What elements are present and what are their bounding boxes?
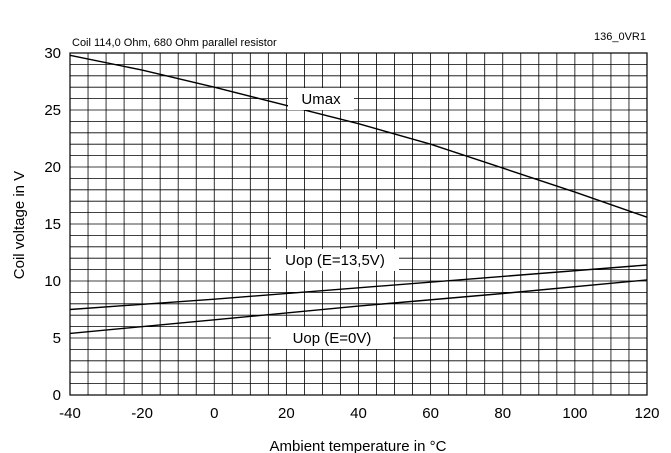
- chart-series: [69, 54, 648, 335]
- x-tick-label: 100: [562, 405, 587, 422]
- curve-label-box: [271, 249, 399, 271]
- y-tick-label: 10: [44, 273, 61, 290]
- figure-id: 136_0VR1: [594, 31, 646, 43]
- plot-frame: [69, 52, 648, 396]
- x-axis-label: Ambient temperature in °C: [270, 438, 447, 453]
- y-axis-label: Coil voltage in V: [11, 171, 28, 279]
- series-line-1: [69, 264, 648, 311]
- x-tick-label: 20: [278, 405, 295, 422]
- curve-label-backgrounds: Umax Uop (E=13,5V) Uop (E=0V): [271, 88, 399, 349]
- chart-subtitle: Coil 114,0 Ohm, 680 Ohm parallel resisto…: [72, 37, 277, 49]
- series-line-2: [69, 279, 648, 335]
- x-tick-label: 120: [634, 405, 659, 422]
- y-tick-label: 30: [44, 45, 61, 62]
- y-tick-label: 15: [44, 216, 61, 233]
- x-tick-label: 40: [350, 405, 367, 422]
- y-tick-label: 25: [44, 102, 61, 119]
- curve-label: Uop (E=0V): [293, 330, 372, 347]
- curve-label-box: [271, 327, 393, 349]
- tick-labels: -40 -20 0 20 40 60 80 100 120 0 5 10 15 20 25 30: [44, 45, 659, 422]
- x-tick-label: -20: [131, 405, 153, 422]
- x-tick-label: 80: [494, 405, 511, 422]
- curve-label: Umax: [301, 91, 341, 108]
- curve-label-box: [288, 88, 354, 110]
- curve-label: Uop (E=13,5V): [285, 252, 385, 269]
- series-line-0: [69, 54, 648, 218]
- y-tick-label: 20: [44, 159, 61, 176]
- x-tick-label: 0: [210, 405, 218, 422]
- x-tick-label: -40: [59, 405, 81, 422]
- y-tick-label: 5: [53, 330, 61, 347]
- x-tick-label: 60: [422, 405, 439, 422]
- chart-grid: [69, 52, 648, 396]
- y-tick-label: 0: [53, 387, 61, 404]
